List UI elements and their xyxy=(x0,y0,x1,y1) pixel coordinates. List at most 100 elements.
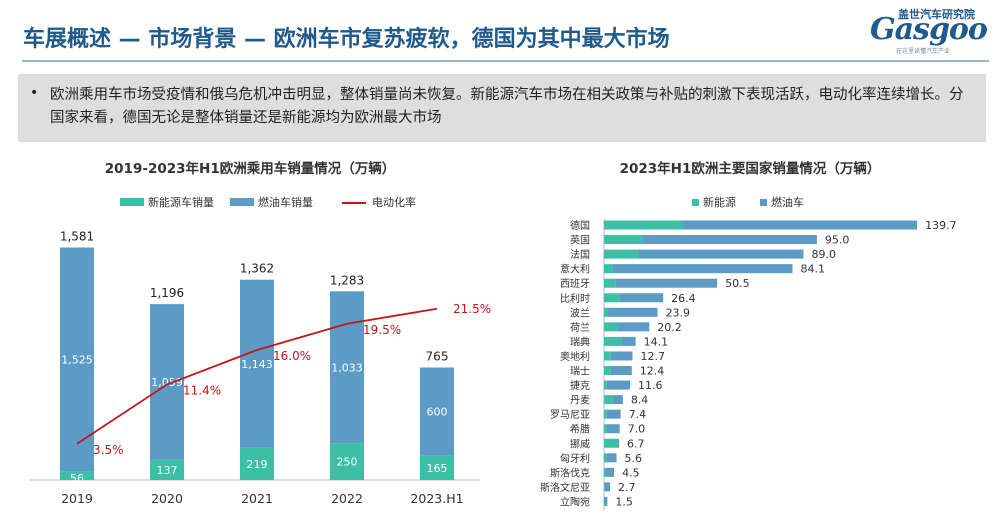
bar-ice xyxy=(150,304,184,460)
bar-ice xyxy=(240,279,274,448)
rate-line xyxy=(76,307,438,445)
country-label: 捷克 xyxy=(570,379,590,392)
country-label: 丹麦 xyxy=(570,395,590,407)
bar-total-label: 20.2 xyxy=(657,321,682,334)
rate-label: 11.4% xyxy=(183,384,221,398)
bar-nev xyxy=(604,235,643,245)
legend-swatch-nev xyxy=(120,198,144,206)
bar-ice xyxy=(612,264,793,274)
bar-total-label: 139.7 xyxy=(925,219,957,232)
bar-nev xyxy=(150,459,184,480)
x-tick-label: 2023.H1 xyxy=(410,491,463,506)
country-label: 英国 xyxy=(570,234,590,247)
bar-nev xyxy=(604,293,620,303)
bar-ice xyxy=(604,496,608,506)
bar-ice xyxy=(420,367,454,456)
bar-total-label: 7.0 xyxy=(628,423,646,436)
bar-label-nev: 250 xyxy=(337,456,358,469)
bar-nev xyxy=(604,307,609,317)
bar-nev xyxy=(604,366,611,375)
country-label: 比利时 xyxy=(560,293,590,305)
bar-total-label: 26.4 xyxy=(671,292,696,305)
country-label: 斯洛文尼亚 xyxy=(540,481,590,494)
logo-tagline: 在这里读懂汽车产业 xyxy=(896,48,951,55)
bar-total-label: 6.7 xyxy=(627,437,645,450)
bar-total-label: 89.0 xyxy=(811,248,836,261)
x-tick-label: 2022 xyxy=(331,491,363,506)
bar-nev xyxy=(604,395,613,405)
legend-label-nev: 新能源车销量 xyxy=(148,195,214,209)
country-label: 德国 xyxy=(570,219,590,232)
bar-label-nev: 137 xyxy=(157,464,178,477)
x-tick-label: 2021 xyxy=(241,491,273,506)
country-label: 瑞士 xyxy=(570,365,590,378)
bar-total-label: 50.5 xyxy=(725,277,750,290)
bar-ice xyxy=(604,482,611,492)
bar-nev xyxy=(420,455,454,480)
chart-title: 2019-2023年H1欧洲乘用车销量情况（万辆） xyxy=(105,160,395,177)
bar-total-label: 1,581 xyxy=(60,230,94,244)
bar-ice xyxy=(605,467,615,477)
bar-total-label: 1,283 xyxy=(330,273,364,287)
bar-nev xyxy=(604,264,613,274)
bar-nev xyxy=(604,467,606,477)
rate-label: 3.5% xyxy=(93,443,124,457)
page-title: 车展概述 — 市场背景 — 欧洲车市复苏疲软，德国为其中最大市场 xyxy=(23,27,670,52)
bar-total-label: 5.6 xyxy=(625,452,643,465)
bar-label-ice: 1,033 xyxy=(331,361,363,374)
country-label: 意大利 xyxy=(560,263,590,276)
bar-label-nev: 165 xyxy=(427,462,448,475)
bar-ice xyxy=(682,220,918,230)
legend-swatch-ice xyxy=(230,198,254,206)
country-label: 西班牙 xyxy=(560,278,590,290)
bar-label-nev: 56 xyxy=(70,472,84,485)
bar-total-label: 84.1 xyxy=(801,263,826,276)
x-tick-label: 2020 xyxy=(151,491,183,506)
bar-nev xyxy=(604,482,605,492)
bar-nev xyxy=(604,380,607,390)
bar-total-label: 14.1 xyxy=(644,335,669,348)
bar-nev xyxy=(604,278,616,288)
bar-total-label: 12.7 xyxy=(640,350,665,363)
bar-ice xyxy=(610,366,632,375)
rate-label: 21.5% xyxy=(453,302,491,316)
summary-box: • 欧洲乘用车市场受疫情和俄乌危机冲击明显，整体销量尚未恢复。新能源汽车市场在相… xyxy=(18,74,986,142)
bar-label-ice: 600 xyxy=(427,406,448,419)
bar-ice xyxy=(606,380,630,390)
rate-label: 16.0% xyxy=(273,349,311,363)
country-label: 挪威 xyxy=(570,437,590,450)
legend-swatch-nev xyxy=(692,199,699,206)
bar-nev xyxy=(330,443,364,480)
bar-total-label: 4.5 xyxy=(622,466,640,479)
bar-ice xyxy=(637,249,804,259)
bar-ice xyxy=(330,291,364,444)
bar-ice xyxy=(608,307,658,317)
bar-ice xyxy=(617,322,650,332)
bar-ice xyxy=(642,235,817,245)
bar-nev xyxy=(604,336,622,346)
country-label: 波兰 xyxy=(570,306,590,319)
gasgoo-logo: 盖世汽车研究院 Gasgoo 在这里读懂汽车产业 xyxy=(868,6,988,55)
bar-ice xyxy=(606,453,617,463)
bar-ice xyxy=(610,351,633,361)
bar-total-label: 1.5 xyxy=(615,495,633,508)
bar-total-label: 1,196 xyxy=(150,286,184,300)
rate-label: 19.5% xyxy=(363,323,401,337)
bar-ice xyxy=(615,278,718,288)
bar-nev xyxy=(604,409,607,419)
country-label: 瑞典 xyxy=(570,335,590,348)
bar-ice xyxy=(619,293,664,303)
bar-nev xyxy=(604,351,611,361)
legend-swatch-ice xyxy=(760,199,767,206)
bar-ice xyxy=(606,424,620,434)
sales-trend-chart: 2019-2023年H1欧洲乘用车销量情况（万辆） 新能源车销量 燃油车销量 电动化率… xyxy=(30,160,491,506)
bar-nev xyxy=(604,322,618,332)
bar-nev xyxy=(604,438,618,448)
bar-total-label: 12.4 xyxy=(640,365,665,378)
country-label: 法国 xyxy=(570,248,590,261)
summary-bullet: • xyxy=(30,85,39,101)
bar-nev xyxy=(604,453,607,463)
bar-total-label: 95.0 xyxy=(825,234,850,247)
bar-nev xyxy=(604,249,638,259)
